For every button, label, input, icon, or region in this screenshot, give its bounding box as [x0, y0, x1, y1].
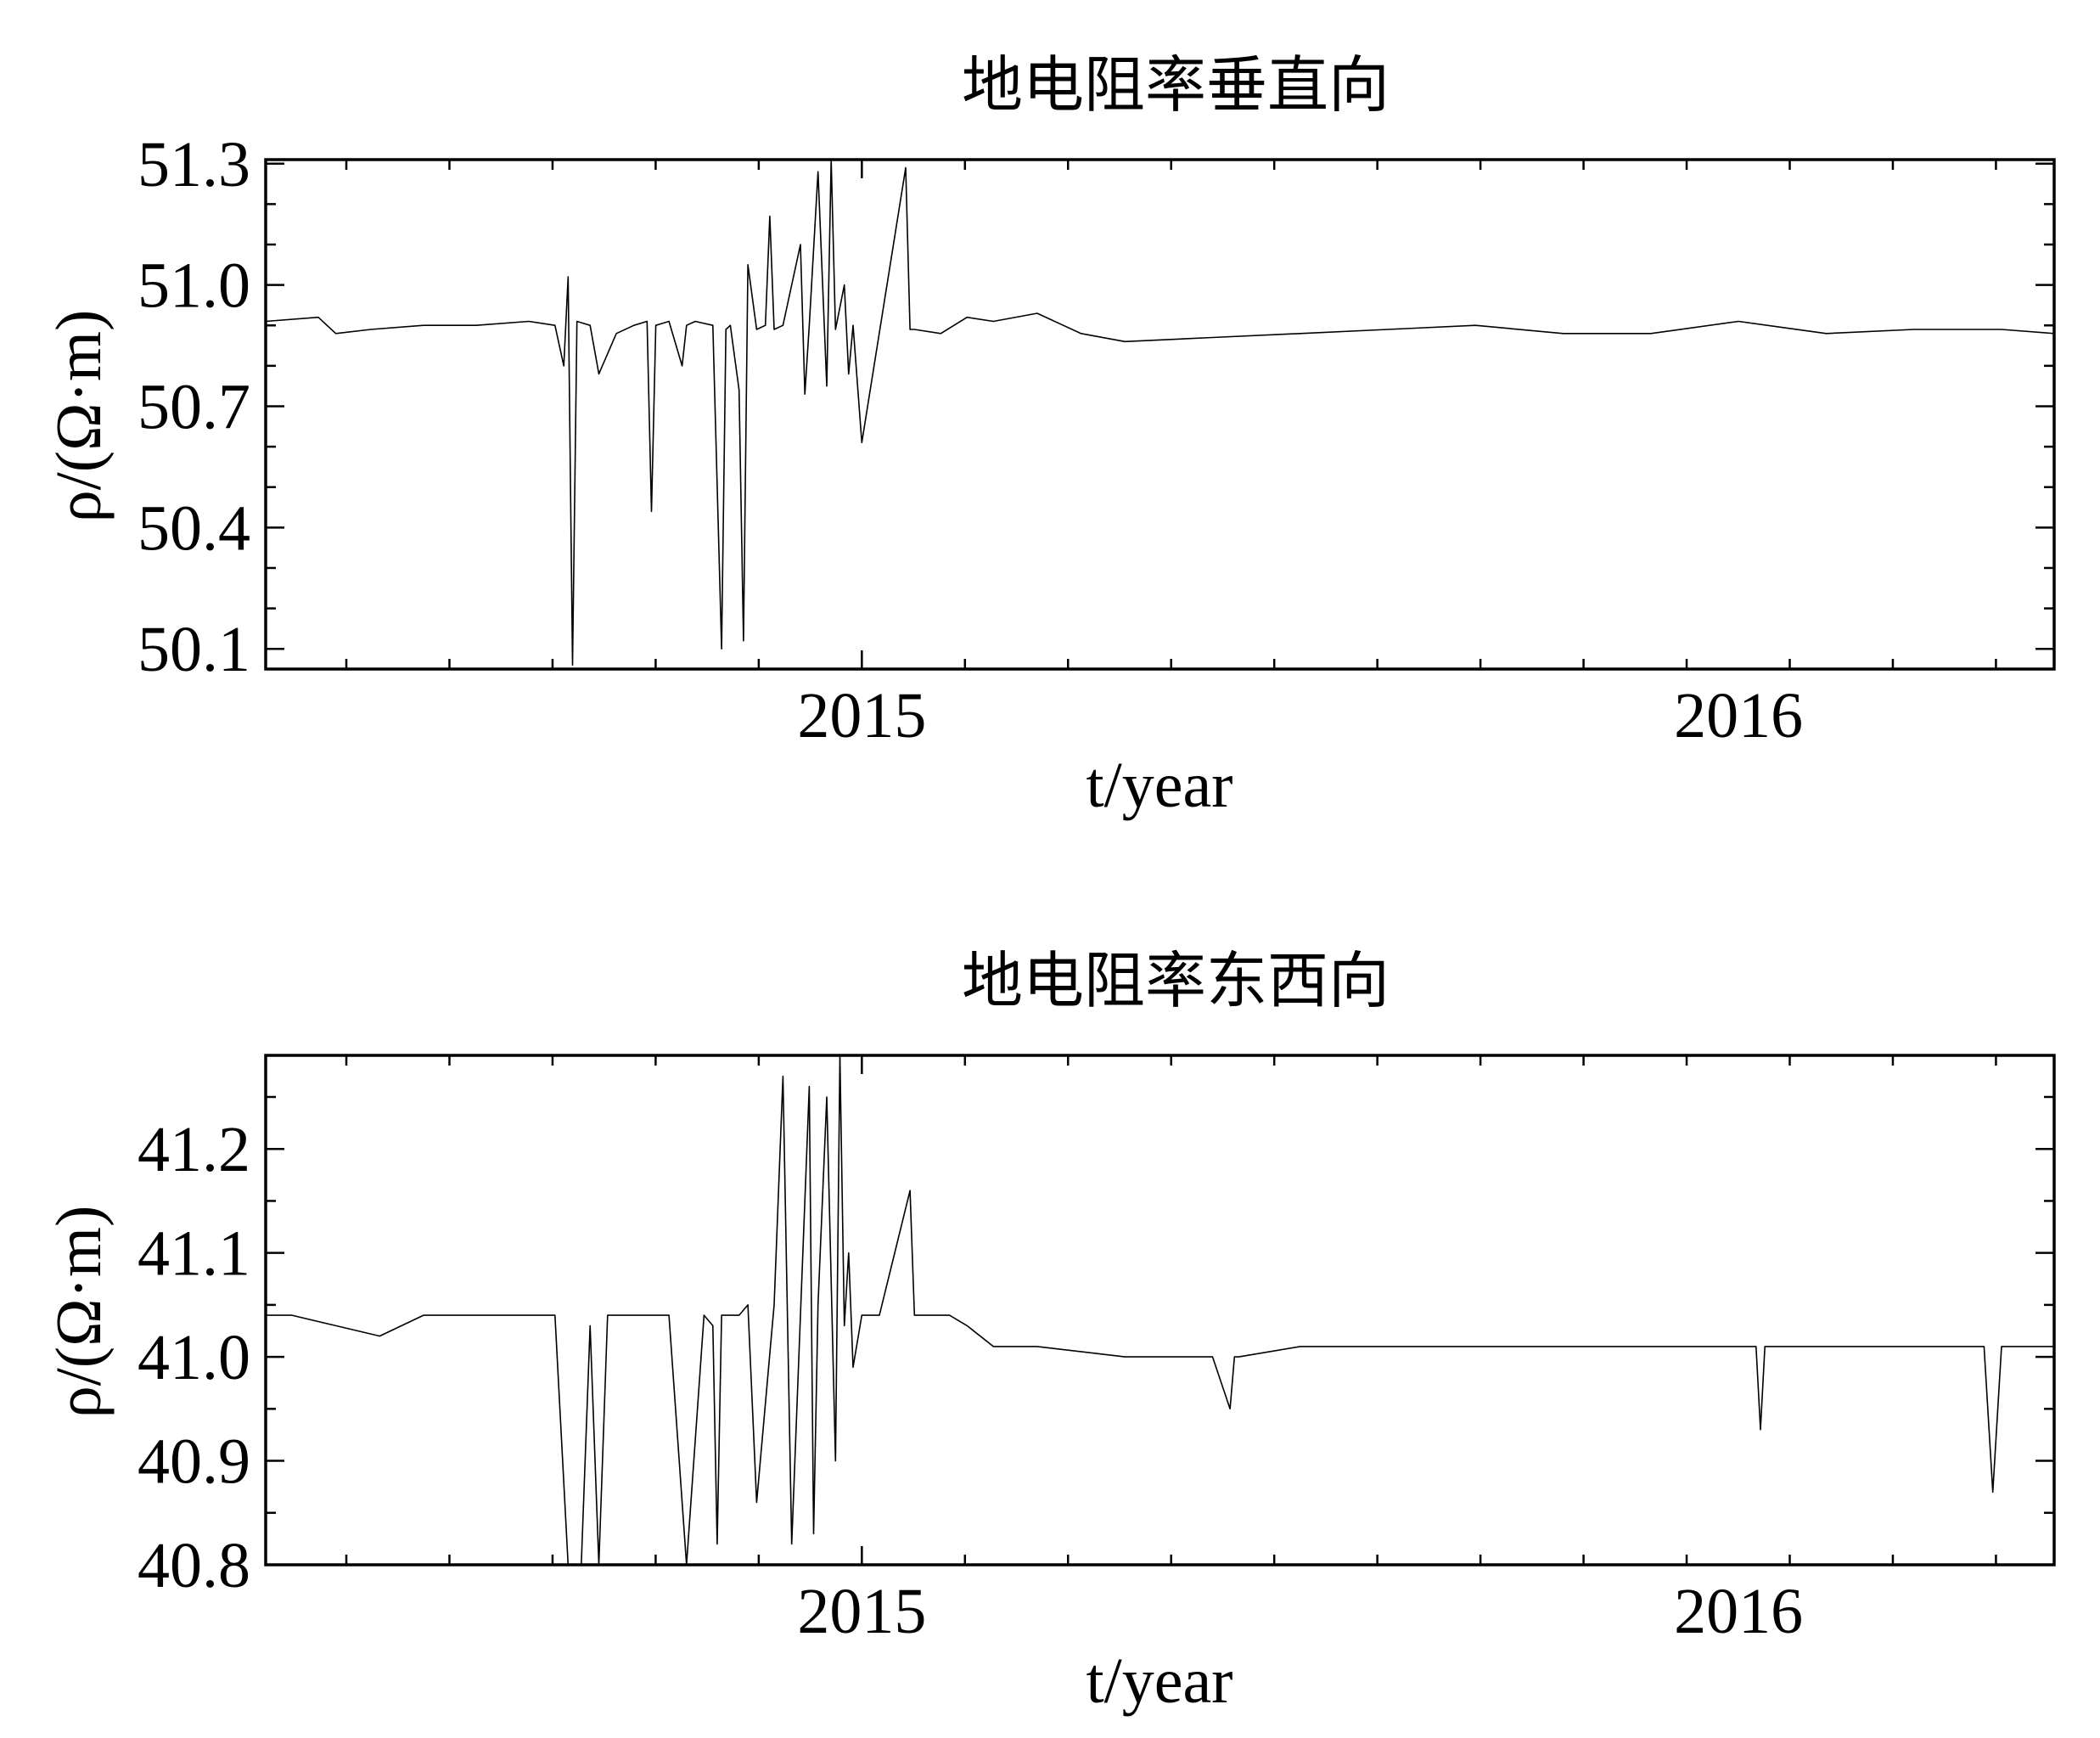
series-group [266, 1055, 2054, 1566]
y-tick-label: 41.2 [138, 1114, 250, 1185]
y-tick-labels: 50.1 50.4 50.7 51.0 51.3 [138, 129, 250, 685]
x-tick-labels: 2015 2016 [797, 680, 1803, 751]
axis-ticks [266, 1055, 2054, 1566]
x-tick-label: 2016 [1674, 1576, 1803, 1647]
y-axis-label: ρ/(Ω·m) [43, 310, 115, 523]
plot-frame [264, 158, 2056, 671]
plot-area: 50.1 50.4 50.7 51.0 51.3 2015 2016 [138, 129, 2056, 751]
y-axis-label: ρ/(Ω·m) [43, 1206, 115, 1419]
chart-title: 地电阻率垂直向 [962, 52, 1390, 120]
y-tick-label: 41.0 [138, 1322, 250, 1393]
y-tick-label: 41.1 [138, 1218, 250, 1290]
x-tick-labels: 2015 2016 [797, 1576, 1803, 1647]
x-axis-label: t/year [1086, 750, 1232, 821]
y-tick-label: 40.9 [138, 1426, 250, 1498]
series-line-0 [265, 159, 2055, 666]
series-line-0 [266, 1055, 2054, 1566]
axis-ticks [266, 160, 2054, 669]
x-tick-label: 2016 [1674, 680, 1803, 751]
x-axis-label: t/year [1086, 1645, 1232, 1717]
y-tick-label: 51.3 [138, 129, 250, 200]
y-tick-label: 50.4 [138, 492, 250, 564]
series-group [265, 159, 2055, 666]
chart-panel-east-west: 地电阻率东西向 40.8 40.9 41.0 41.1 41.2 2015 2016 t/… [43, 948, 2056, 1717]
y-tick-labels: 40.8 40.9 41.0 41.1 41.2 [138, 1114, 250, 1601]
chart-panel-vertical: 地电阻率垂直向 50.1 50.4 50.7 51.0 51.3 2015 2016 t/… [43, 52, 2056, 821]
x-tick-label: 2015 [797, 680, 926, 751]
plot-frame [264, 1054, 2056, 1566]
y-tick-label: 50.7 [138, 371, 250, 442]
x-tick-label: 2015 [797, 1576, 926, 1647]
chart-title: 地电阻率东西向 [962, 948, 1390, 1015]
y-tick-label: 51.0 [138, 250, 250, 322]
plot-area: 40.8 40.9 41.0 41.1 41.2 2015 2016 [138, 1054, 2056, 1647]
y-tick-label: 50.1 [138, 614, 250, 685]
y-tick-label: 40.8 [138, 1530, 250, 1601]
